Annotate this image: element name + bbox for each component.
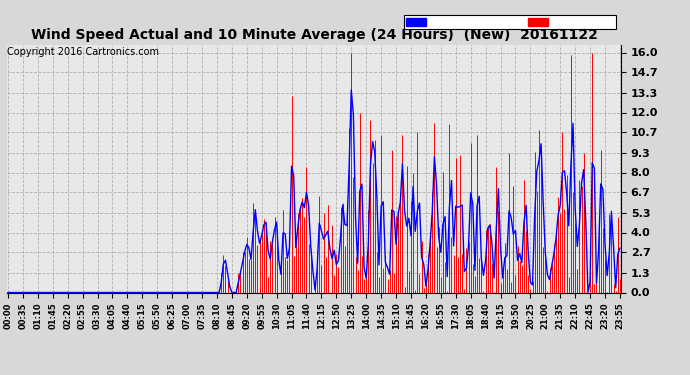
Legend: 10 Min Avg (mph), Wind (mph): 10 Min Avg (mph), Wind (mph) <box>404 15 616 29</box>
Title: Wind Speed Actual and 10 Minute Average (24 Hours)  (New)  20161122: Wind Speed Actual and 10 Minute Average … <box>30 28 598 42</box>
Text: Copyright 2016 Cartronics.com: Copyright 2016 Cartronics.com <box>7 47 159 57</box>
